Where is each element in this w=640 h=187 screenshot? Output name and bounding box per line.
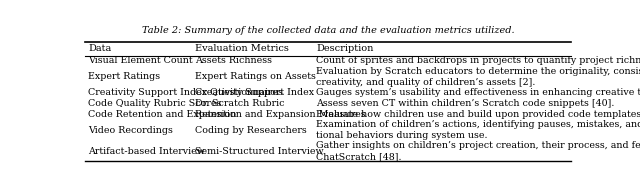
Text: Evaluation Metrics: Evaluation Metrics — [195, 44, 289, 53]
Text: Retention and Expansion Measures: Retention and Expansion Measures — [195, 110, 365, 119]
Text: Evaluate how children use and build upon provided code templates.: Evaluate how children use and build upon… — [316, 110, 640, 119]
Text: Evaluation by Scratch educators to determine the originality, consistency,
creat: Evaluation by Scratch educators to deter… — [316, 67, 640, 87]
Text: Assess seven CT within children’s Scratch code snippets [40].: Assess seven CT within children’s Scratc… — [316, 99, 615, 108]
Text: Examination of children’s actions, identifying pauses, mistakes, and uninten-
ti: Examination of children’s actions, ident… — [316, 120, 640, 140]
Text: Gauges system’s usability and effectiveness in enhancing creative tasks [9].: Gauges system’s usability and effectiven… — [316, 88, 640, 97]
Text: Coding by Researchers: Coding by Researchers — [195, 126, 307, 135]
Text: Expert Ratings: Expert Ratings — [88, 72, 160, 81]
Text: Creativity Support Index Questionnaires: Creativity Support Index Questionnaires — [88, 88, 283, 97]
Text: Artifact-based Interview: Artifact-based Interview — [88, 147, 205, 156]
Text: Expert Ratings on Assets: Expert Ratings on Assets — [195, 72, 316, 81]
Text: Gather insights on children’s project creation, their process, and feedback on
C: Gather insights on children’s project cr… — [316, 141, 640, 162]
Text: Code Quality Rubric Scores: Code Quality Rubric Scores — [88, 99, 221, 108]
Text: Creativity Support Index: Creativity Support Index — [195, 88, 314, 97]
Text: Data: Data — [88, 44, 111, 53]
Text: Count of sprites and backdrops in projects to quantify project richness [81].: Count of sprites and backdrops in projec… — [316, 56, 640, 65]
Text: Visual Element Count: Visual Element Count — [88, 56, 193, 65]
Text: Semi-Structured Interview: Semi-Structured Interview — [195, 147, 323, 156]
Text: Description: Description — [316, 44, 374, 53]
Text: Table 2: Summary of the collected data and the evaluation metrics utilized.: Table 2: Summary of the collected data a… — [141, 26, 515, 35]
Text: Assets Richness: Assets Richness — [195, 56, 272, 65]
Text: Code Retention and Expansion: Code Retention and Expansion — [88, 110, 236, 119]
Text: Dr. Scratch Rubric: Dr. Scratch Rubric — [195, 99, 284, 108]
Text: Video Recordings: Video Recordings — [88, 126, 173, 135]
